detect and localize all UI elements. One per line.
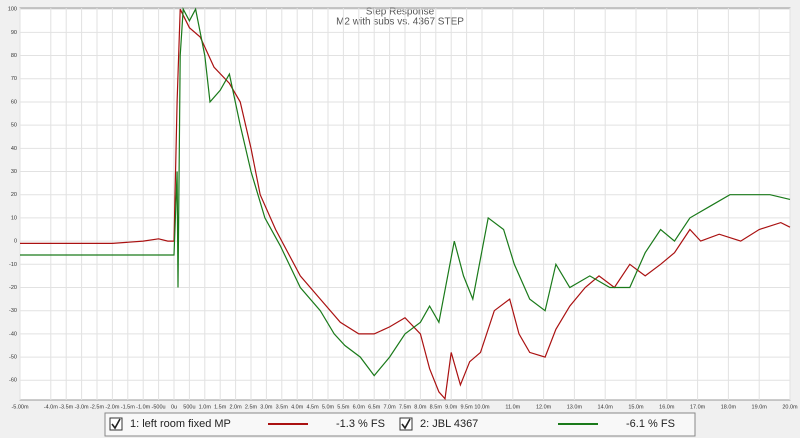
x-tick-label: 8.5m (430, 404, 443, 410)
x-tick-label: 18.0m (721, 404, 737, 410)
x-tick-label: -5.00m (11, 404, 29, 410)
x-tick-label: 0u (171, 404, 177, 410)
x-tick-label: 5.0m (322, 404, 335, 410)
x-tick-label: -1.5m (121, 404, 135, 410)
x-tick-label: 19.0m (752, 404, 768, 410)
x-tick-label: 10.0m (474, 404, 490, 410)
x-tick-label: 5.5m (337, 404, 350, 410)
legend-label: 1: left room fixed MP (130, 418, 231, 430)
x-tick-label: 6.0m (353, 404, 366, 410)
y-tick-label: 0 (14, 239, 17, 245)
legend-checkmark (111, 418, 121, 430)
x-tick-label: 7.5m (399, 404, 412, 410)
x-tick-label: 2.5m (245, 404, 258, 410)
y-tick-label: -40 (9, 331, 17, 337)
x-tick-label: 4.0m (291, 404, 304, 410)
x-tick-label: 6.5m (368, 404, 381, 410)
x-tick-label: 17.0m (690, 404, 706, 410)
chart-title: Step Response (366, 7, 435, 18)
y-tick-label: -10 (9, 262, 17, 268)
y-tick-label: 90 (11, 30, 17, 36)
y-tick-label: 50 (11, 123, 17, 129)
y-tick-label: -20 (9, 285, 17, 291)
x-tick-label: 4.5m (306, 404, 319, 410)
x-tick-label: 500u (183, 404, 195, 410)
x-tick-label: -4.0m (44, 404, 58, 410)
x-tick-label: 14.0m (598, 404, 614, 410)
x-tick-label: 15.0m (628, 404, 644, 410)
x-tick-label: 12.0m (536, 404, 552, 410)
legend-level: -6.1 % FS (626, 418, 675, 430)
y-tick-label: 100 (8, 7, 17, 13)
y-tick-label: 10 (11, 215, 17, 221)
y-tick-label: 40 (11, 146, 17, 152)
y-tick-label: 60 (11, 99, 17, 105)
y-tick-label: 70 (11, 76, 17, 82)
chart-subtitle: M2 with subs vs. 4367 STEP (336, 17, 464, 28)
y-tick-label: -50 (9, 355, 17, 361)
x-tick-label: 3.0m (260, 404, 273, 410)
x-tick-label: -2.0m (105, 404, 119, 410)
x-tick-label: 2.0m (229, 404, 242, 410)
y-tick-label: 30 (11, 169, 17, 175)
x-tick-label: -1.0m (136, 404, 150, 410)
x-tick-label: 9.0m (445, 404, 458, 410)
x-tick-label: 13.0m (567, 404, 583, 410)
y-tick-label: -30 (9, 308, 17, 314)
y-tick-label: -60 (9, 378, 17, 384)
x-tick-label: 1.5m (214, 404, 227, 410)
x-tick-label: -500u (152, 404, 166, 410)
x-tick-label: 20.0m (782, 404, 798, 410)
x-tick-label: 3.5m (276, 404, 289, 410)
x-tick-label: 8.0m (414, 404, 427, 410)
series-line (20, 8, 791, 401)
series-line (20, 7, 791, 377)
x-tick-label: -3.0m (75, 404, 89, 410)
y-tick-label: 20 (11, 192, 17, 198)
x-tick-label: 9.5m (460, 404, 473, 410)
x-tick-label: 7.0m (383, 404, 396, 410)
x-tick-label: -2.5m (90, 404, 104, 410)
x-tick-label: -3.5m (59, 404, 73, 410)
x-tick-label: 11.0m (505, 404, 520, 410)
x-tick-label: 16.0m (659, 404, 675, 410)
legend-checkmark (401, 418, 411, 430)
legend-label: 2: JBL 4367 (420, 418, 478, 430)
legend-level: -1.3 % FS (336, 418, 385, 430)
y-tick-label: 80 (11, 53, 17, 59)
x-tick-label: 1.0m (199, 404, 212, 410)
